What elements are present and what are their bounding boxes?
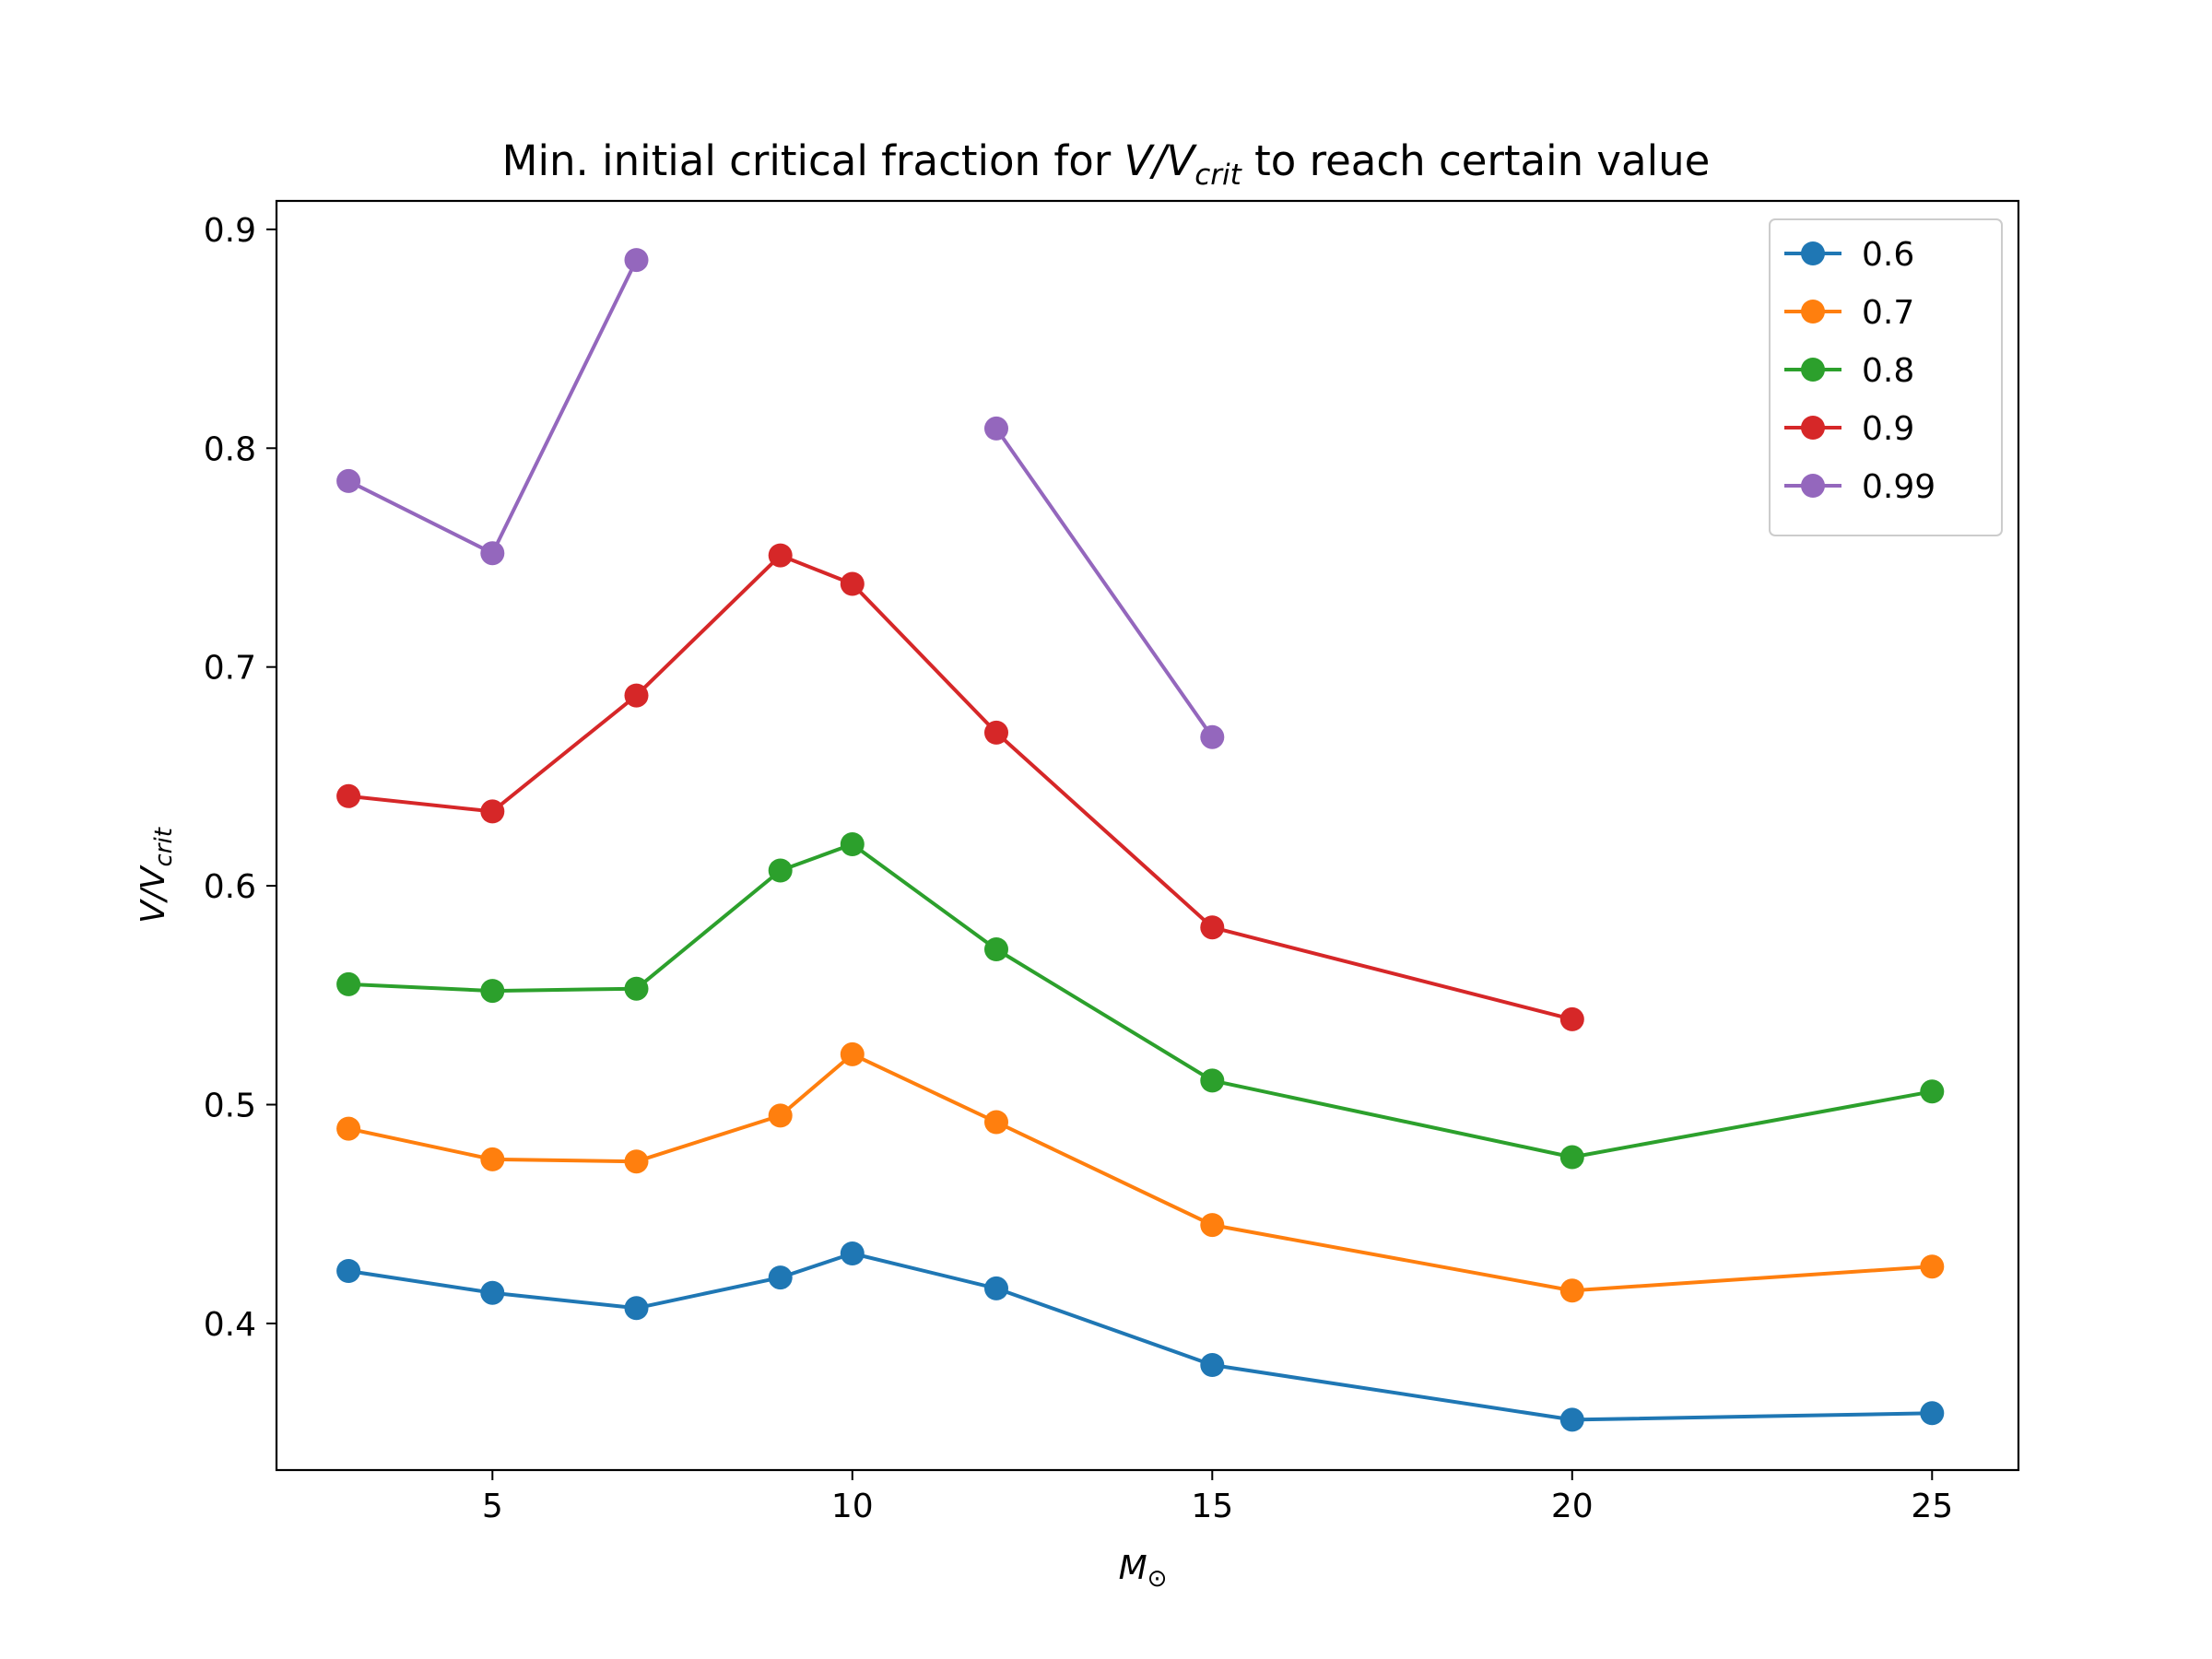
series-0.6 bbox=[336, 1241, 1945, 1432]
x-tick-label: 5 bbox=[482, 1488, 503, 1525]
data-point bbox=[336, 1259, 361, 1283]
legend-box bbox=[1769, 218, 2003, 536]
data-point bbox=[768, 1265, 793, 1290]
y-tick-label: 0.7 bbox=[204, 650, 256, 688]
y-tick-label: 0.8 bbox=[204, 430, 256, 468]
x-tick-label: 15 bbox=[1191, 1488, 1233, 1525]
data-point bbox=[624, 248, 649, 273]
legend-label: 0.8 bbox=[1862, 352, 1914, 390]
legend-label: 0.7 bbox=[1862, 294, 1914, 332]
data-point bbox=[480, 541, 505, 566]
legend-item-0.6: 0.6 bbox=[1784, 236, 1914, 274]
data-point bbox=[480, 979, 505, 1004]
data-point bbox=[1559, 1407, 1584, 1432]
legend-marker bbox=[1801, 241, 1825, 265]
data-point bbox=[984, 720, 1008, 745]
data-point bbox=[1200, 1213, 1225, 1238]
data-point bbox=[1559, 1278, 1584, 1303]
data-point bbox=[984, 1276, 1008, 1300]
data-point bbox=[1200, 1068, 1225, 1093]
data-point bbox=[480, 799, 505, 824]
series-line bbox=[994, 426, 1216, 740]
legend-item-0.8: 0.8 bbox=[1784, 352, 1914, 390]
data-point bbox=[840, 571, 865, 596]
data-point bbox=[768, 543, 793, 568]
legend-item-0.7: 0.7 bbox=[1784, 294, 1914, 332]
data-point bbox=[480, 1147, 505, 1171]
plot-area: 5 10 15 20 25 0.4 0.5 0.6 0.7 0.8 0.9 bbox=[204, 199, 2020, 1525]
data-point bbox=[768, 858, 793, 883]
data-point bbox=[984, 937, 1008, 961]
x-tick-label: 20 bbox=[1551, 1488, 1594, 1525]
data-point bbox=[624, 1149, 649, 1174]
x-tick-label: 25 bbox=[1911, 1488, 1953, 1525]
data-point bbox=[336, 783, 361, 808]
legend-marker bbox=[1801, 300, 1825, 324]
data-point bbox=[1559, 1006, 1584, 1031]
data-point bbox=[840, 1041, 865, 1066]
data-point bbox=[336, 971, 361, 996]
data-point bbox=[768, 1103, 793, 1128]
series-0.8 bbox=[336, 832, 1945, 1170]
data-point bbox=[984, 416, 1008, 441]
y-tick-label: 0.4 bbox=[204, 1306, 256, 1344]
legend-label: 0.9 bbox=[1862, 410, 1914, 448]
y-axis-label: V/Vcrit bbox=[135, 827, 178, 924]
y-tick-label: 0.9 bbox=[204, 212, 256, 250]
legend-marker bbox=[1801, 416, 1825, 440]
legend-label: 0.99 bbox=[1862, 468, 1936, 506]
y-tick-label: 0.5 bbox=[204, 1088, 256, 1125]
legend-label: 0.6 bbox=[1862, 236, 1914, 274]
data-point bbox=[336, 468, 361, 493]
data-point bbox=[1200, 915, 1225, 940]
data-point bbox=[984, 1110, 1008, 1135]
x-tick-label: 10 bbox=[831, 1488, 874, 1525]
data-point bbox=[1920, 1079, 1945, 1104]
data-point bbox=[1920, 1254, 1945, 1279]
series-line bbox=[346, 553, 1575, 1022]
axes-frame bbox=[275, 199, 2020, 1472]
data-point bbox=[480, 1280, 505, 1305]
chart-title: Min. initial critical fraction for V/Vcr… bbox=[502, 136, 1711, 192]
legend-item-0.99: 0.99 bbox=[1784, 468, 1936, 506]
x-axis-label: M⊙ bbox=[1119, 1549, 1168, 1593]
legend-marker bbox=[1801, 358, 1825, 382]
series-0.9 bbox=[336, 543, 1584, 1031]
data-point bbox=[1200, 1353, 1225, 1377]
legend-item-0.9: 0.9 bbox=[1784, 410, 1914, 448]
data-point bbox=[624, 1296, 649, 1321]
data-point bbox=[840, 1241, 865, 1265]
series-0.99 bbox=[336, 248, 1225, 749]
data-point bbox=[1559, 1145, 1584, 1170]
data-point bbox=[336, 1116, 361, 1141]
data-point bbox=[624, 683, 649, 708]
data-point bbox=[624, 976, 649, 1001]
series-0.7 bbox=[336, 1041, 1945, 1303]
legend-marker bbox=[1801, 474, 1825, 498]
y-tick-label: 0.6 bbox=[204, 868, 256, 906]
data-point bbox=[840, 832, 865, 856]
data-point bbox=[1920, 1401, 1945, 1426]
legend: 0.6 0.7 0.8 0.9 0.99 bbox=[1769, 218, 2003, 536]
data-point bbox=[1200, 724, 1225, 749]
